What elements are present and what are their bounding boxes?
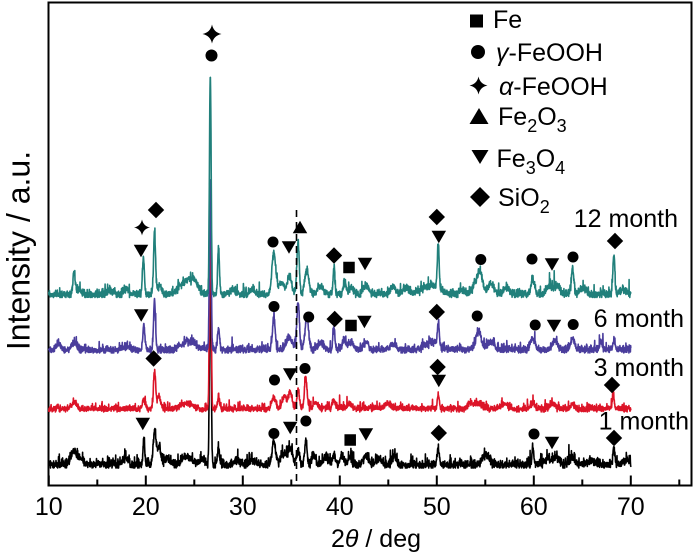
svg-text:2θ / deg: 2θ / deg [331,525,421,553]
svg-text:40: 40 [326,493,354,521]
svg-text:70: 70 [617,493,645,521]
svg-text:10: 10 [35,493,63,521]
svg-text:50: 50 [423,493,451,521]
svg-text:Fe3O4: Fe3O4 [497,145,566,178]
svg-text:Intensity / a.u.: Intensity / a.u. [1,151,37,350]
svg-text:Fe: Fe [493,6,522,34]
svg-text:30: 30 [229,493,257,521]
svg-text:SiO2: SiO2 [498,184,550,217]
svg-text:γ-FeOOH: γ-FeOOH [496,39,603,67]
svg-text:6 month: 6 month [594,305,684,333]
svg-text:60: 60 [520,493,548,521]
svg-text:α-FeOOH: α-FeOOH [499,73,608,101]
svg-text:20: 20 [132,493,160,521]
svg-text:1 month: 1 month [599,408,689,436]
svg-text:12 month: 12 month [574,205,678,233]
svg-text:3 month: 3 month [594,354,684,382]
